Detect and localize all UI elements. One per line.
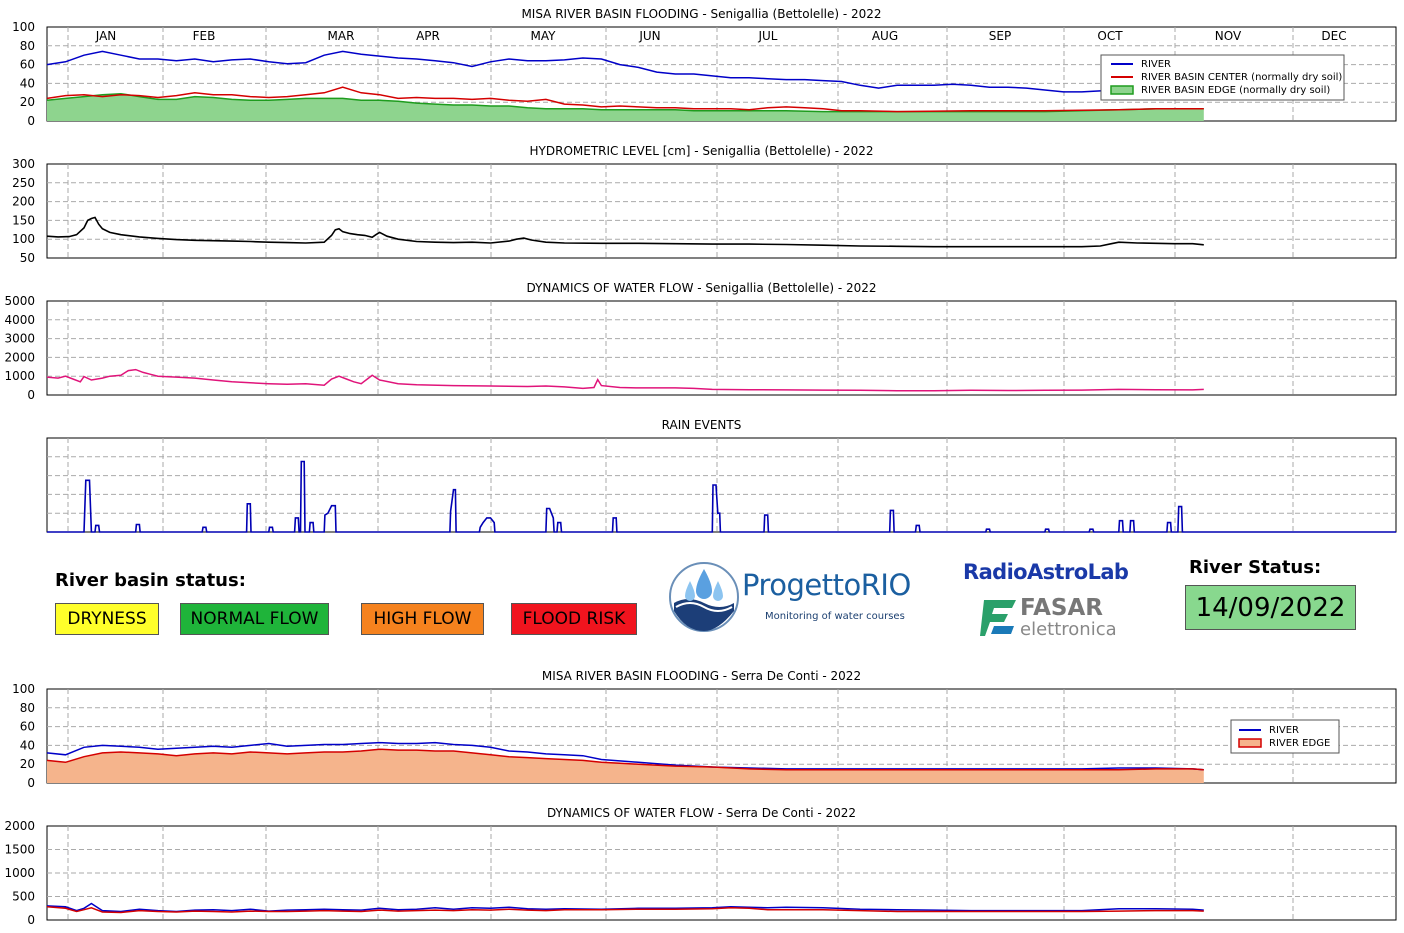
y-tick-label: 40 bbox=[20, 738, 35, 752]
y-tick-label: 60 bbox=[20, 58, 35, 72]
series-river-line bbox=[46, 741, 1204, 771]
series-edge-flow-line bbox=[46, 906, 1204, 914]
y-tick-label: 0 bbox=[27, 114, 35, 128]
month-label-may: MAY bbox=[531, 29, 557, 43]
y-tick-label: 60 bbox=[20, 720, 35, 734]
y-tick-label: 20 bbox=[20, 95, 35, 109]
y-tick-label: 5000 bbox=[4, 294, 35, 308]
y-tick-label: 200 bbox=[12, 195, 35, 209]
series-river-flow-line bbox=[46, 902, 1204, 913]
progetto-rio-wordmark: ProgettoRIO bbox=[742, 568, 911, 602]
chart-title: DYNAMICS OF WATER FLOW - Senigallia (Bet… bbox=[526, 281, 876, 295]
y-tick-label: 100 bbox=[12, 20, 35, 34]
y-tick-label: 20 bbox=[20, 757, 35, 771]
flood-risk-status-button[interactable]: FLOOD RISK bbox=[511, 603, 637, 635]
y-tick-label: 300 bbox=[12, 157, 35, 171]
month-label-oct: OCT bbox=[1097, 29, 1123, 43]
y-tick-label: 500 bbox=[12, 890, 35, 904]
legend-label: RIVER BASIN EDGE (normally dry soil) bbox=[1141, 85, 1330, 96]
y-tick-label: 1500 bbox=[4, 843, 35, 857]
y-tick-label: 2000 bbox=[4, 819, 35, 833]
fasar-wordmark: FASAR bbox=[1020, 595, 1103, 621]
y-tick-label: 50 bbox=[20, 251, 35, 265]
legend-label: RIVER BASIN CENTER (normally dry soil) bbox=[1141, 72, 1342, 83]
basin-status-title: River basin status: bbox=[55, 570, 246, 591]
plot-frame bbox=[46, 300, 1397, 396]
month-label-aug: AUG bbox=[872, 29, 898, 43]
river-status-date: 14/09/2022 bbox=[1185, 585, 1356, 630]
chart-title: DYNAMICS OF WATER FLOW - Serra De Conti … bbox=[547, 806, 856, 820]
chart-title: MISA RIVER BASIN FLOODING - Serra De Con… bbox=[542, 669, 861, 683]
y-tick-label: 1000 bbox=[4, 369, 35, 383]
plot-frame bbox=[46, 437, 1397, 533]
legend-label: RIVER bbox=[1141, 59, 1171, 70]
progetto-rio-tagline: Monitoring of water courses bbox=[765, 611, 905, 622]
series-river-edge-line bbox=[46, 748, 1204, 771]
y-tick-label: 100 bbox=[12, 232, 35, 246]
y-tick-label: 0 bbox=[27, 776, 35, 790]
month-label-feb: FEB bbox=[193, 29, 216, 43]
chart-title: RAIN EVENTS bbox=[662, 418, 742, 432]
chart-title: HYDROMETRIC LEVEL [cm] - Senigallia (Bet… bbox=[530, 144, 874, 158]
y-tick-label: 80 bbox=[20, 39, 35, 53]
high-flow-status-button[interactable]: HIGH FLOW bbox=[361, 603, 484, 635]
legend-swatch bbox=[1110, 85, 1134, 95]
series-river-line bbox=[46, 50, 1204, 93]
y-tick-label: 3000 bbox=[4, 332, 35, 346]
month-label-mar: MAR bbox=[328, 29, 355, 43]
series-center-line bbox=[46, 86, 1204, 113]
series-flow-line bbox=[46, 368, 1204, 392]
legend-swatch bbox=[1238, 738, 1262, 748]
month-label-dec: DEC bbox=[1321, 29, 1346, 43]
month-label-apr: APR bbox=[416, 29, 440, 43]
fasar-logo-mark bbox=[980, 600, 1016, 636]
river-status-title: River Status: bbox=[1189, 557, 1322, 578]
month-label-sep: SEP bbox=[989, 29, 1011, 43]
y-tick-label: 0 bbox=[27, 913, 35, 927]
series-rain-line bbox=[47, 460, 1396, 533]
legend-label: RIVER bbox=[1269, 725, 1299, 736]
elettronica-wordmark: elettronica bbox=[1020, 619, 1117, 640]
dryness-status-button[interactable]: DRYNESS bbox=[55, 603, 159, 635]
y-tick-label: 2000 bbox=[4, 350, 35, 364]
y-tick-label: 4000 bbox=[4, 313, 35, 327]
y-tick-label: 80 bbox=[20, 701, 35, 715]
series-level-line bbox=[46, 216, 1204, 248]
legend-box bbox=[1100, 54, 1345, 101]
y-tick-label: 100 bbox=[12, 682, 35, 696]
series-edge-area bbox=[47, 93, 1204, 121]
series-river-edge-area bbox=[47, 749, 1204, 783]
progetto-rio-logo bbox=[669, 562, 739, 632]
y-tick-label: 250 bbox=[12, 176, 35, 190]
series-edge-line bbox=[46, 92, 1204, 113]
legend-label: RIVER EDGE bbox=[1269, 738, 1330, 749]
month-label-nov: NOV bbox=[1215, 29, 1242, 43]
y-tick-label: 0 bbox=[27, 388, 35, 402]
chart-title: MISA RIVER BASIN FLOODING - Senigallia (… bbox=[521, 7, 881, 21]
y-tick-label: 150 bbox=[12, 213, 35, 227]
y-tick-label: 1000 bbox=[4, 866, 35, 880]
month-label-jun: JUN bbox=[638, 29, 660, 43]
y-tick-label: 40 bbox=[20, 76, 35, 90]
month-label-jan: JAN bbox=[95, 29, 117, 43]
month-label-jul: JUL bbox=[757, 29, 777, 43]
radioastrolab-logo: RadioAstroLab bbox=[963, 560, 1129, 584]
normal-flow-status-button[interactable]: NORMAL FLOW bbox=[180, 603, 329, 635]
